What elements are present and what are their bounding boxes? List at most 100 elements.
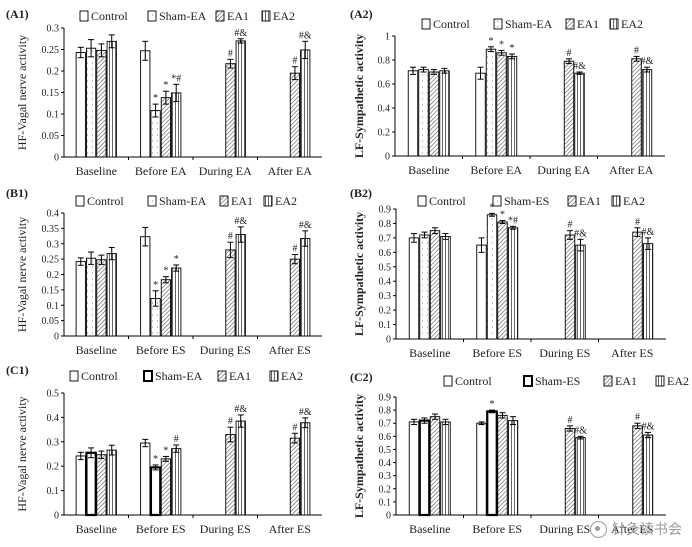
y-axis-label: LF-Sympathetic activity bbox=[352, 394, 366, 518]
legend-swatch bbox=[655, 375, 665, 387]
bar-ea2 bbox=[171, 448, 182, 516]
bar-ea2 bbox=[235, 40, 246, 158]
significance-mark: * bbox=[490, 202, 495, 213]
significance-mark: * bbox=[174, 254, 179, 265]
legend-label: Sham-EA bbox=[159, 194, 207, 208]
legend-item: Sham-EA bbox=[147, 9, 207, 23]
bar-ea1 bbox=[497, 414, 508, 516]
legend-item: EA1 bbox=[215, 9, 249, 23]
bar-ea2 bbox=[106, 253, 117, 337]
significance-mark: *# bbox=[171, 73, 181, 84]
significance-mark: #& bbox=[234, 216, 247, 227]
bar-control bbox=[75, 261, 86, 337]
legend-label: EA2 bbox=[275, 194, 297, 208]
bar-control bbox=[408, 421, 420, 516]
panel-label: (C2) bbox=[350, 370, 373, 384]
legend-item: EA2 bbox=[655, 374, 689, 388]
bar-ea1 bbox=[428, 71, 440, 157]
bar-ea2 bbox=[440, 421, 451, 516]
legend-item: Control bbox=[443, 374, 492, 388]
panel-label: (B1) bbox=[6, 186, 28, 200]
legend-label: EA2 bbox=[623, 194, 645, 208]
bar-ea1 bbox=[429, 230, 441, 340]
y-tick-label: 0 bbox=[54, 511, 59, 522]
y-tick-label: 0.1 bbox=[47, 486, 60, 497]
significance-mark: #& bbox=[642, 227, 655, 238]
legend-item: Sham-ES bbox=[492, 194, 549, 208]
bar-ea1 bbox=[632, 425, 643, 516]
legend-swatch bbox=[79, 10, 89, 22]
legend-item: Control bbox=[421, 17, 470, 31]
bar-ea1 bbox=[289, 258, 301, 337]
y-tick-label: 0.3 bbox=[379, 471, 392, 482]
significance-mark: # bbox=[228, 48, 233, 59]
legend-label: Control bbox=[81, 369, 118, 383]
category-label: Before ES bbox=[136, 522, 186, 536]
legend-label: Control bbox=[87, 194, 124, 208]
bar-ea2 bbox=[507, 420, 519, 516]
y-axis-label: LF-Sympathetic activity bbox=[352, 34, 366, 158]
significance-mark: #& bbox=[642, 421, 655, 432]
bar-sham-ea bbox=[418, 69, 429, 157]
significance-mark: # bbox=[635, 412, 640, 423]
legend-swatch bbox=[417, 195, 427, 207]
legend-item: Control bbox=[75, 194, 124, 208]
bar-sham-ea bbox=[150, 110, 161, 158]
bar-ea2 bbox=[641, 69, 653, 157]
legend-label: Control bbox=[429, 194, 466, 208]
y-tick-label: 0.9 bbox=[379, 393, 392, 404]
category-label: During ES bbox=[200, 343, 251, 357]
y-tick-label: 0.2 bbox=[47, 270, 60, 281]
y-tick-label: 0.2 bbox=[47, 462, 60, 473]
significance-mark: # bbox=[228, 416, 233, 427]
legend-swatch bbox=[261, 10, 271, 22]
significance-mark: #& bbox=[234, 28, 247, 39]
bar-ea1 bbox=[631, 58, 642, 157]
bar-ea1 bbox=[160, 458, 172, 516]
category-label: Baseline bbox=[408, 163, 449, 177]
legend-label: Control bbox=[455, 374, 492, 388]
y-tick-label: 0.9 bbox=[379, 205, 392, 216]
y-tick-label: 0.5 bbox=[379, 262, 392, 273]
bar-ea2 bbox=[235, 234, 246, 337]
legend-item: Sham-EA bbox=[147, 194, 207, 208]
y-tick-label: 0.4 bbox=[379, 458, 392, 469]
significance-mark: * bbox=[163, 266, 168, 277]
significance-mark: #& bbox=[641, 56, 654, 67]
y-tick-label: 1 bbox=[385, 32, 390, 43]
legend-label: EA1 bbox=[231, 194, 253, 208]
chart-panel-b2: (B2) LF-Sympathetic activity 0 0.1 0.2 0.3 0.4… bbox=[350, 186, 666, 360]
y-tick-label: 0.2 bbox=[47, 67, 60, 78]
y-tick-label: 0.8 bbox=[379, 219, 392, 230]
bar-control bbox=[140, 50, 151, 158]
legend-label: EA1 bbox=[579, 194, 601, 208]
bar-ea1 bbox=[96, 454, 107, 516]
legend-swatch bbox=[147, 10, 157, 22]
bar-ea2 bbox=[575, 437, 586, 516]
bar-sham-es bbox=[418, 419, 431, 517]
legend-item: Control bbox=[69, 369, 118, 383]
bar-ea1 bbox=[96, 259, 107, 337]
significance-mark: * bbox=[499, 39, 504, 50]
y-axis-label: HF-Vagal nerve activity bbox=[15, 35, 29, 150]
category-label: Baseline bbox=[76, 522, 117, 536]
panel-label: (A2) bbox=[350, 7, 373, 21]
bar-control bbox=[408, 237, 420, 340]
legend-swatch bbox=[217, 370, 227, 382]
legend-label: EA1 bbox=[229, 369, 251, 383]
y-tick-label: 0.6 bbox=[379, 248, 392, 259]
bar-ea2 bbox=[300, 238, 311, 337]
y-tick-label: 0.1 bbox=[47, 110, 60, 121]
category-label: Before EA bbox=[470, 163, 522, 177]
category-label: During EA bbox=[199, 164, 252, 178]
bar-ea1 bbox=[429, 416, 441, 516]
wechat-channel-icon bbox=[590, 520, 607, 538]
bar-sham-es bbox=[486, 214, 498, 340]
category-label: Before ES bbox=[136, 343, 186, 357]
chart-panel-c1: (C1) HF-Vagal nerve activity 0 0.1 0.2 0.3 0.4… bbox=[6, 363, 322, 536]
legend-swatch bbox=[263, 195, 273, 207]
legend-label: Sham-EA bbox=[505, 17, 553, 31]
legend-swatch bbox=[565, 18, 575, 30]
significance-mark: #& bbox=[574, 228, 587, 239]
